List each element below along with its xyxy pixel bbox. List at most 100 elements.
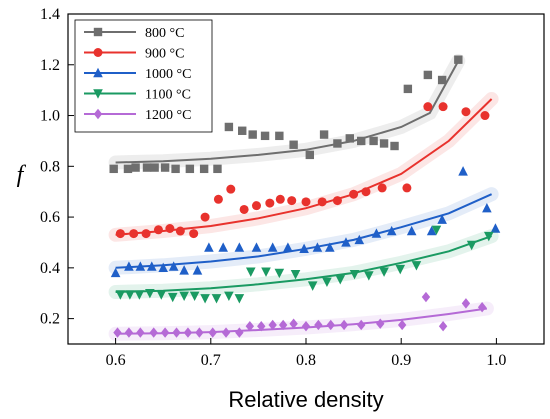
data-point	[490, 223, 501, 233]
y-tick-label: 0.2	[40, 311, 60, 328]
data-point	[257, 321, 266, 332]
legend-marker	[93, 48, 103, 57]
ticks-group: 0.6 0.7 0.8 0.9 1.0 0.2 0.4 0.6 0.8 1.0 1.2 1.4	[40, 6, 506, 369]
fit-line	[115, 60, 460, 164]
data-point	[134, 290, 145, 300]
data-point	[290, 269, 301, 280]
data-point	[322, 277, 332, 288]
data-point	[199, 164, 209, 174]
data-point	[438, 102, 448, 112]
data-point	[421, 291, 431, 303]
data-point	[357, 319, 366, 331]
data-point	[195, 327, 204, 338]
data-point	[361, 187, 371, 197]
data-point	[245, 267, 256, 277]
data-point	[211, 294, 222, 304]
data-point	[224, 122, 234, 132]
data-point	[234, 242, 245, 252]
data-point	[341, 237, 351, 247]
data-point	[213, 164, 222, 174]
series-5	[108, 291, 494, 341]
data-point	[431, 225, 442, 235]
data-point	[312, 242, 323, 252]
y-tick-label: 0.6	[40, 209, 60, 226]
data-point	[150, 163, 159, 172]
data-point	[135, 261, 146, 271]
data-point	[390, 141, 399, 151]
data-point	[251, 201, 261, 211]
series-2	[108, 92, 499, 242]
data-point	[423, 70, 433, 80]
data-point	[480, 111, 490, 121]
data-point	[234, 294, 245, 304]
data-point	[160, 163, 170, 172]
data-point	[189, 291, 200, 301]
data-point	[238, 126, 247, 135]
data-point	[235, 327, 244, 338]
data-point	[406, 225, 417, 236]
data-point	[153, 225, 163, 235]
data-point	[175, 226, 185, 236]
legend-label: 1100 °C	[145, 88, 191, 103]
x-tick-label: 1.0	[486, 352, 506, 369]
data-point	[379, 267, 389, 277]
data-point	[339, 319, 349, 331]
data-point	[411, 261, 422, 271]
data-point	[454, 55, 463, 64]
data-point	[136, 327, 145, 338]
data-point	[189, 229, 199, 239]
data-point	[131, 163, 140, 172]
legend-label: 1000 °C	[145, 67, 191, 82]
y-tick-label: 0.4	[40, 260, 60, 277]
x-tick-label: 0.8	[296, 352, 316, 369]
data-point	[172, 327, 181, 338]
data-point	[317, 197, 327, 207]
data-point	[145, 289, 155, 299]
data-point	[226, 184, 236, 194]
data-point	[477, 301, 487, 313]
data-point	[129, 229, 139, 239]
data-point	[110, 267, 121, 278]
data-point	[376, 318, 385, 329]
data-point	[403, 84, 413, 94]
data-point	[349, 189, 359, 199]
data-point	[278, 319, 288, 331]
data-point	[283, 242, 293, 252]
data-point	[333, 139, 342, 148]
data-point	[377, 183, 387, 193]
data-point	[301, 321, 311, 332]
data-point	[423, 102, 433, 112]
data-point	[319, 130, 329, 139]
data-point	[124, 327, 134, 338]
data-point	[123, 164, 133, 174]
data-point	[437, 214, 447, 224]
data-point	[458, 166, 468, 176]
y-tick-label: 1.4	[40, 6, 60, 23]
legend-marker	[93, 89, 103, 99]
data-point	[345, 134, 354, 143]
data-point	[224, 291, 234, 301]
data-point	[260, 131, 270, 141]
data-point	[379, 139, 389, 148]
y-tick-label: 1.2	[40, 57, 60, 74]
legend: 800 °C 900 °C 1000 °C 1100 °C 1200 °C	[74, 19, 213, 133]
data-point	[160, 327, 170, 338]
data-point	[158, 262, 168, 273]
data-point	[171, 164, 180, 174]
data-point	[275, 131, 284, 141]
data-point	[218, 242, 228, 252]
legend-marker	[93, 108, 103, 120]
data-point	[185, 164, 195, 174]
data-point	[426, 225, 437, 236]
data-point	[167, 292, 178, 303]
data-point	[113, 327, 122, 338]
data-point	[142, 163, 152, 172]
fit-line	[115, 235, 492, 293]
marks-group	[108, 54, 501, 341]
data-point	[461, 298, 471, 309]
data-point	[239, 204, 249, 214]
y-tick-label: 0.8	[40, 158, 60, 175]
data-point	[287, 196, 297, 206]
data-point	[369, 136, 378, 146]
